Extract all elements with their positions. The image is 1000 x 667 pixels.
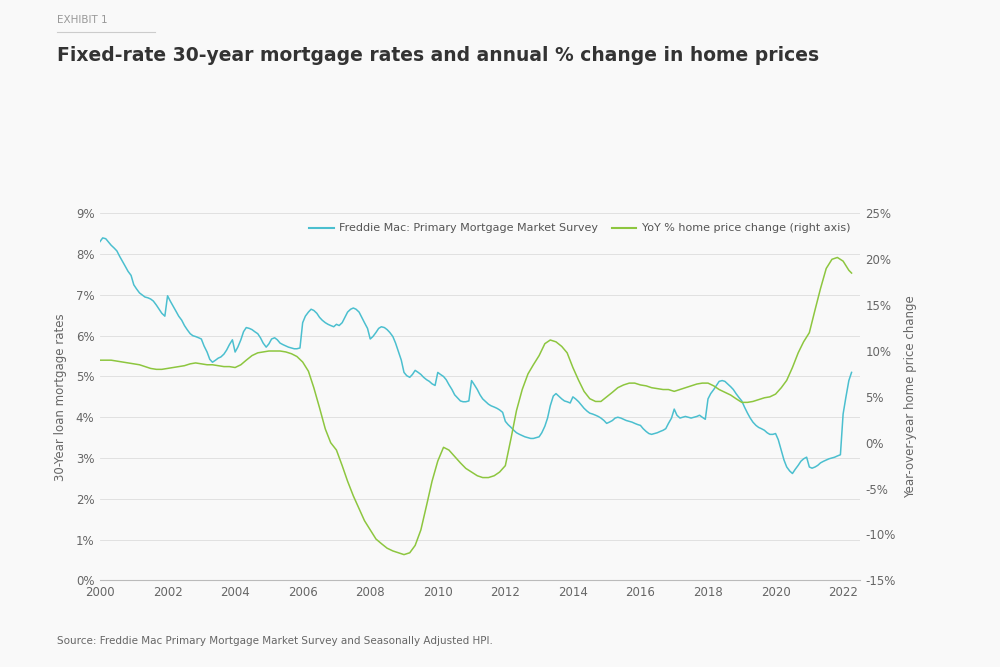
Text: Fixed-rate 30-year mortgage rates and annual % change in home prices: Fixed-rate 30-year mortgage rates and an… bbox=[57, 47, 819, 65]
Legend: Freddie Mac: Primary Mortgage Market Survey, YoY % home price change (right axis: Freddie Mac: Primary Mortgage Market Sur… bbox=[305, 219, 854, 238]
Text: Source: Freddie Mac Primary Mortgage Market Survey and Seasonally Adjusted HPI.: Source: Freddie Mac Primary Mortgage Mar… bbox=[57, 636, 493, 646]
Y-axis label: Year-over-year home price change: Year-over-year home price change bbox=[904, 295, 917, 498]
Y-axis label: 30-Year loan mortgage rates: 30-Year loan mortgage rates bbox=[54, 313, 67, 481]
Text: EXHIBIT 1: EXHIBIT 1 bbox=[57, 15, 108, 25]
